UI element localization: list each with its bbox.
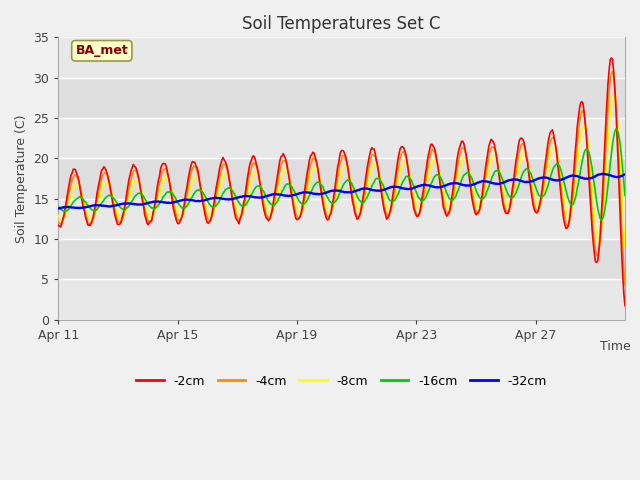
Bar (58, 158, 625, 199)
Y-axis label: Soil Temperature (C): Soil Temperature (C) (15, 114, 28, 243)
Bar (58, 118, 625, 158)
Bar (58, 37, 625, 78)
Legend: -2cm, -4cm, -8cm, -16cm, -32cm: -2cm, -4cm, -8cm, -16cm, -32cm (131, 370, 552, 393)
Bar (58, 199, 625, 239)
Text: BA_met: BA_met (76, 44, 128, 57)
Bar (58, 279, 625, 320)
Title: Soil Temperatures Set C: Soil Temperatures Set C (243, 15, 441, 33)
Bar (58, 239, 625, 279)
Bar (58, 78, 625, 118)
X-axis label: Time: Time (600, 339, 630, 352)
